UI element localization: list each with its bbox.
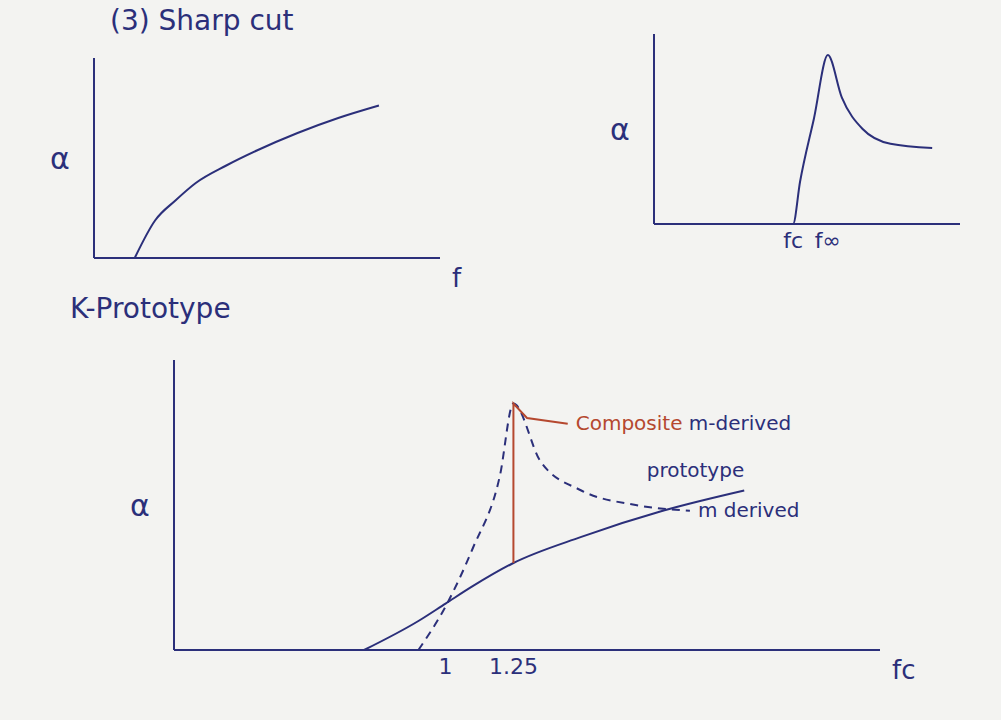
html-text:K-Prototype: K-Prototype <box>70 292 231 325</box>
svg-text:f∞: f∞ <box>815 228 841 253</box>
svg-text:fc: fc <box>783 228 803 253</box>
svg-text:fc: fc <box>892 655 915 685</box>
svg-text:α: α <box>610 112 630 147</box>
html-text:(3) Sharp cut: (3) Sharp cut <box>110 4 294 37</box>
svg-text:prototype: prototype <box>647 458 744 482</box>
svg-text:1: 1 <box>439 654 453 679</box>
svg-text:α: α <box>50 141 70 176</box>
svg-text:f: f <box>452 263 462 293</box>
svg-text:Composite m-derived: Composite m-derived <box>576 411 791 435</box>
svg-text:1.25: 1.25 <box>489 654 538 679</box>
svg-text:m derived: m derived <box>698 498 799 522</box>
svg-text:α: α <box>130 488 150 523</box>
